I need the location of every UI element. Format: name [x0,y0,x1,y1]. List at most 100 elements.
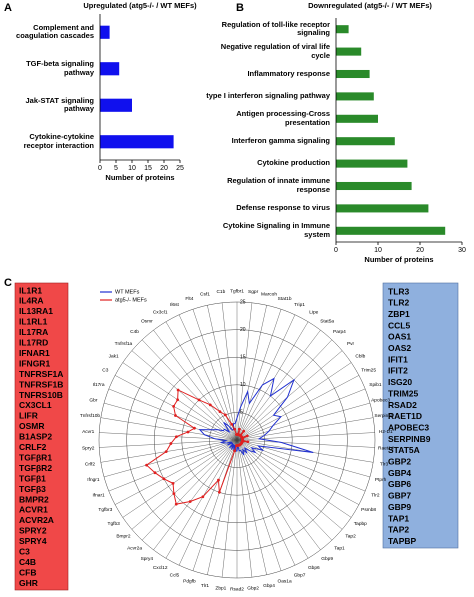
category-label: type I interferon signaling pathway [206,91,330,101]
series-marker [237,427,241,431]
spoke [236,439,375,448]
spoke [236,439,282,571]
category-label: Cytokine-cytokine receptor interaction [23,132,94,150]
series-marker [208,403,212,407]
gene-name: IFIT2 [388,366,408,376]
gene-name: ISG20 [388,377,412,387]
gene-name: TRIM25 [388,388,419,398]
bar [100,25,110,39]
category-label: Defense response to virus [236,203,330,213]
r-tick-label: 5 [240,410,243,416]
spoke [236,439,309,559]
x-axis-label: Number of proteins [364,255,433,264]
series-marker [242,429,246,433]
gene-name: SERPINB9 [388,434,431,444]
gene-name: IL13RA1 [19,306,53,316]
spoke-label: Sgpr [248,289,259,295]
spoke-label: Jak1 [109,354,119,360]
bar [100,98,132,112]
series-marker [186,430,190,434]
spoke [236,302,253,441]
spoke [236,439,321,550]
spoke-label: Tlr3 [380,461,389,467]
gene-name: TAPBP [388,536,417,546]
series-marker [246,440,250,444]
spoke-label: Bmpr2 [116,534,130,540]
gene-name: TAP1 [388,513,409,523]
spoke-label: Zbp1 [215,585,226,591]
spoke-label: Pvr [347,341,355,347]
x-tick-label: 20 [160,165,168,172]
spoke-label: Acvr1 [82,429,95,435]
spoke-label: Lipe [309,310,318,316]
series-marker [145,463,148,467]
gene-name: GBP7 [388,491,411,501]
series-marker [193,426,196,430]
x-tick-label: 0 [334,247,338,254]
spoke [236,439,296,566]
gene-name: IL17RA [19,327,48,337]
bar [336,114,378,123]
category-label: Antigen processing-Cross presentation [236,109,330,127]
spoke-label: Ifngr1 [87,477,100,483]
gene-name: IFIT1 [388,354,408,364]
x-tick-label: 25 [176,165,184,172]
gene-name: GBP4 [388,468,411,478]
chart-title: Upregulated (atg5-/- / WT MEFs) [83,1,197,10]
r-tick-label: 20 [240,327,246,333]
spoke [165,439,238,559]
spoke [236,439,343,530]
gene-name: IL1R1 [19,285,42,295]
category-label-box: Regulation of innate immune response [227,177,330,194]
gene-name: LIFR [19,411,38,421]
x-tick-label: 10 [374,247,382,254]
x-tick-label: 0 [98,165,102,172]
series-marker [164,450,168,454]
spoke-label: Trip1 [294,302,305,308]
category-label-box: Jak-STAT signaling pathway [26,96,94,113]
gene-name: CX3CL1 [19,400,52,410]
spoke-label: Ptprh [375,477,387,483]
spoke-label: C3 [102,367,108,373]
spoke-label: Tapbp [354,521,367,527]
r-tick-label: 25 [240,299,246,305]
category-label-box: Cytokine-cytokine receptor interaction [23,132,94,150]
spoke [153,439,238,550]
series-marker [153,471,157,475]
spoke-label: Tgfbr1 [230,288,244,294]
spoke [207,439,238,575]
series-marker [162,477,166,481]
gene-name: IFNGR1 [19,358,50,368]
gene-name: GBP6 [388,479,411,489]
series-marker [174,435,178,439]
spoke-label: C4b [130,329,139,335]
gene-name: TNFRS10B [19,390,63,400]
chart-title: Downregulated (atg5-/- / WT MEFs) [308,1,432,10]
x-axis-label: Number of proteins [105,173,174,182]
spoke [100,417,238,441]
series-marker [176,398,180,402]
panel-letter: B [236,2,244,14]
r-tick-label: 15 [240,355,246,361]
spoke [192,309,238,441]
gene-name: BMPR2 [19,494,49,504]
spoke [122,362,238,441]
category-label: Negative regulation of viral life cycle [220,42,330,60]
gene-name: RAET1D [388,411,422,421]
spoke [236,339,333,441]
category-label-box: TGF-beta signaling pathway [26,60,94,77]
series-marker [235,444,238,447]
spoke [178,314,238,441]
series-marker [174,414,177,417]
spoke [236,350,343,441]
spoke-label: Ccl5 [170,572,180,578]
gene-name: SPRY2 [19,526,47,536]
category-label-box: Defense response to virus [236,203,330,213]
spoke-label: Gbp6 [308,565,320,571]
spoke [236,309,282,441]
spoke [103,439,238,478]
gene-name: ZBP1 [388,309,410,319]
series-marker [218,410,222,414]
spoke-label: Raet1d [378,445,394,451]
